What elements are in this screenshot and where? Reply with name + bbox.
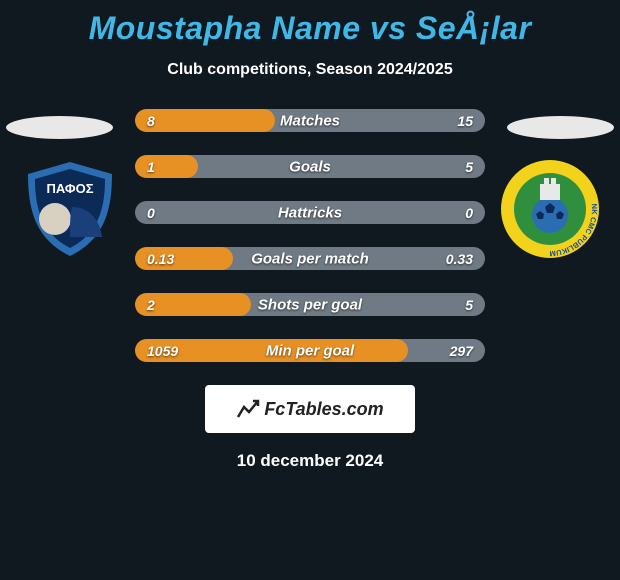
stat-right-value: 0.33 xyxy=(446,251,473,267)
stat-label: Matches xyxy=(280,112,340,129)
page-title: Moustapha Name vs SeÅ¡lar xyxy=(0,0,620,47)
stat-left-value: 8 xyxy=(147,113,155,129)
svg-text:ΠΑΦΟΣ: ΠΑΦΟΣ xyxy=(46,181,93,196)
right-club-badge: NK CMC PUBLIKUM xyxy=(500,159,600,259)
stat-left-value: 0.13 xyxy=(147,251,174,267)
stat-label: Shots per goal xyxy=(258,296,362,313)
branding-icon xyxy=(236,397,260,421)
stat-label: Min per goal xyxy=(266,342,354,359)
stat-label: Goals per match xyxy=(251,250,369,267)
stat-left-value: 1059 xyxy=(147,343,178,359)
stat-row: 2 Shots per goal 5 xyxy=(135,293,485,316)
stat-label: Goals xyxy=(289,158,331,175)
stat-right-value: 0 xyxy=(465,205,473,221)
stat-left-value: 2 xyxy=(147,297,155,313)
stat-row: 0.13 Goals per match 0.33 xyxy=(135,247,485,270)
stat-fill xyxy=(135,109,275,132)
stat-fill xyxy=(135,155,198,178)
stat-left-value: 0 xyxy=(147,205,155,221)
left-club-badge: ΠΑΦΟΣ xyxy=(20,159,120,259)
date-text: 10 december 2024 xyxy=(0,451,620,471)
stat-left-value: 1 xyxy=(147,159,155,175)
stat-label: Hattricks xyxy=(278,204,342,221)
stats-container: 8 Matches 15 1 Goals 5 0 Hattricks 0 0.13 Goals pe… xyxy=(135,109,485,362)
right-ellipse xyxy=(507,116,614,139)
branding-text: FcTables.com xyxy=(264,399,383,420)
subtitle: Club competitions, Season 2024/2025 xyxy=(0,61,620,79)
stat-right-value: 15 xyxy=(457,113,473,129)
branding-box: FcTables.com xyxy=(205,385,415,433)
stat-row: 8 Matches 15 xyxy=(135,109,485,132)
stat-row: 0 Hattricks 0 xyxy=(135,201,485,224)
stat-right-value: 5 xyxy=(465,297,473,313)
stat-right-value: 297 xyxy=(450,343,473,359)
left-ellipse xyxy=(6,116,113,139)
comparison-area: ΠΑΦΟΣ NK CMC PUBLIKUM 8 Matches 15 1 Goals 5 0… xyxy=(0,109,620,362)
stat-right-value: 5 xyxy=(465,159,473,175)
stat-row: 1 Goals 5 xyxy=(135,155,485,178)
stat-row: 1059 Min per goal 297 xyxy=(135,339,485,362)
